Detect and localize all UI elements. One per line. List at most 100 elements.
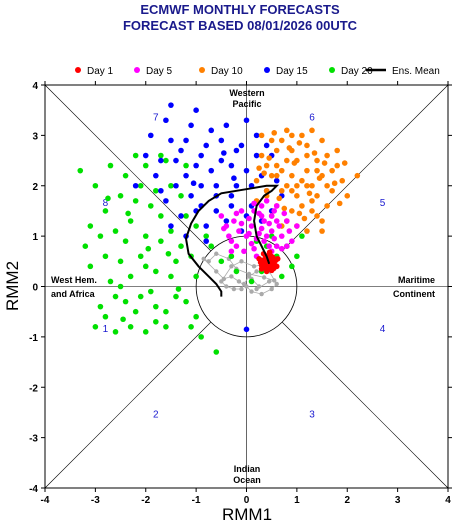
point-day-10	[263, 162, 270, 169]
point-day-20	[289, 263, 295, 270]
point-day-10	[321, 160, 328, 166]
observed-point	[241, 281, 247, 287]
point-day-20	[233, 268, 240, 275]
x-tick-label: 4	[445, 495, 451, 506]
point-day-15	[193, 107, 199, 113]
x-tick-label: 2	[344, 495, 350, 506]
point-day-20	[163, 308, 169, 315]
point-day-1	[258, 266, 265, 272]
diagonal-line-1	[44, 84, 212, 252]
point-day-10	[276, 195, 283, 202]
point-day-20	[299, 233, 305, 239]
y-tick-label: 2	[32, 182, 38, 193]
observed-point	[246, 274, 252, 279]
point-day-10	[278, 167, 285, 174]
point-day-20	[163, 324, 169, 330]
point-day-10	[266, 155, 272, 161]
point-day-5	[238, 208, 245, 214]
x-tick-label: -3	[91, 495, 100, 506]
point-day-10	[289, 132, 295, 139]
point-day-20	[137, 182, 144, 189]
observed-point	[251, 264, 257, 269]
observed-point	[224, 284, 229, 289]
point-day-10	[324, 203, 330, 209]
point-day-10	[289, 187, 295, 194]
point-day-20	[278, 273, 285, 280]
observed-point	[214, 251, 219, 256]
point-day-10	[278, 187, 285, 194]
point-day-15	[163, 117, 169, 124]
region-left-line2: and Africa	[51, 289, 96, 299]
legend: Day 1 Day 5 Day 10 Day 15 Day 20 Ens. Mean	[75, 66, 440, 77]
point-day-20	[173, 293, 179, 300]
point-day-20	[147, 203, 154, 209]
point-day-20	[145, 245, 152, 252]
point-day-20	[153, 187, 159, 194]
point-day-5	[263, 198, 270, 204]
point-day-5	[294, 223, 300, 229]
point-day-15	[168, 102, 174, 108]
point-day-10	[309, 208, 315, 214]
point-day-5	[248, 240, 255, 247]
point-day-20	[153, 268, 159, 275]
point-day-20	[112, 329, 119, 335]
observed-point	[249, 289, 254, 294]
point-day-20	[173, 258, 179, 265]
legend-swatch-day-15	[264, 67, 270, 73]
point-day-20	[87, 263, 94, 270]
point-day-15	[228, 203, 235, 209]
point-day-15	[243, 326, 250, 333]
point-day-15	[243, 167, 250, 174]
point-day-10	[314, 213, 320, 219]
point-day-15	[198, 182, 204, 189]
point-day-15	[263, 142, 270, 149]
point-day-20	[97, 233, 104, 239]
point-day-15	[203, 223, 209, 229]
point-day-5	[228, 248, 235, 255]
point-day-20	[132, 198, 139, 204]
point-day-5	[284, 218, 290, 224]
observed-point	[239, 286, 244, 292]
point-day-15	[221, 150, 227, 156]
point-day-5	[273, 218, 280, 224]
point-day-10	[344, 193, 351, 199]
legend-label-ens-mean: Ens. Mean	[392, 66, 440, 77]
point-day-10	[296, 140, 303, 146]
point-day-5	[276, 223, 283, 229]
diagonal-line-4	[281, 321, 449, 489]
point-day-20	[294, 253, 300, 260]
point-day-5	[221, 225, 227, 232]
legend-label-day-15: Day 15	[276, 66, 308, 77]
point-day-10	[306, 190, 313, 197]
point-day-20	[142, 233, 149, 239]
point-day-5	[231, 218, 237, 224]
point-day-15	[173, 182, 179, 189]
point-day-20	[153, 318, 159, 325]
observed-point	[261, 275, 267, 280]
point-day-5	[236, 228, 242, 234]
point-day-20	[137, 293, 144, 300]
point-day-10	[273, 147, 280, 154]
phase-label-2: 2	[153, 409, 159, 420]
point-day-20	[228, 253, 235, 260]
legend-swatch-day-10	[199, 67, 205, 73]
phase-label-3: 3	[309, 409, 315, 420]
point-day-5	[281, 210, 288, 217]
point-day-10	[258, 132, 265, 139]
legend-swatch-day-5	[134, 67, 140, 73]
phase-label-6: 6	[309, 112, 315, 123]
point-day-10	[278, 137, 285, 144]
point-day-20	[168, 182, 174, 189]
point-day-15	[228, 193, 235, 199]
point-day-5	[266, 220, 272, 227]
point-day-1	[256, 255, 262, 262]
point-day-20	[117, 258, 124, 265]
point-day-15	[273, 177, 280, 184]
point-day-20	[147, 288, 154, 295]
point-day-10	[324, 182, 330, 189]
point-day-5	[284, 243, 290, 249]
point-day-5	[273, 203, 280, 209]
point-day-5	[263, 233, 270, 239]
point-day-10	[329, 167, 335, 174]
point-day-20	[158, 238, 164, 244]
